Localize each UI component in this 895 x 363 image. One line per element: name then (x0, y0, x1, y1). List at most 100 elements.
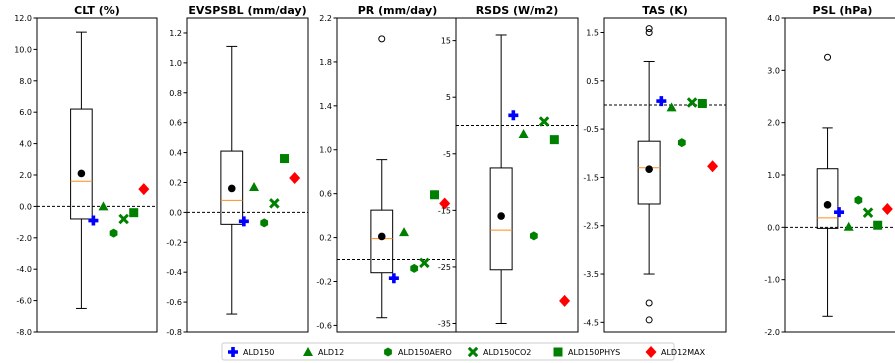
y-tick-label: -35 (438, 320, 451, 329)
point-ald150co2 (419, 257, 430, 269)
y-tick-label: 3.0 (767, 66, 780, 75)
y-tick-label: -2.0 (16, 234, 32, 243)
y-tick-label: -0.5 (583, 125, 599, 134)
point-ald150 (656, 96, 667, 107)
y-tick-label: -3.5 (583, 270, 599, 279)
outlier-point (645, 28, 653, 36)
plot-frame (603, 17, 727, 333)
triangle-marker-icon (303, 347, 313, 356)
y-tick-label: 0.6 (169, 119, 182, 128)
legend-item-ald12: ALD12 (303, 347, 344, 357)
y-tick-label: 0.5 (586, 77, 599, 86)
panel-pr-mm-day: PR (mm/day) -0.6 -0.2 0.2 0.6 1.0 1.4 1.8 2.2 (316, 4, 459, 333)
legend-item-ald12max: ALD12MAX (645, 346, 706, 358)
y-tick-label: -0.6 (166, 298, 182, 307)
chart-panels: CLT (%) -8.0 -6.0 -4.0 -2.0 0.0 2.0 4.0 6.0 8.0 10… (14, 4, 895, 337)
y-tick-label: 10.0 (14, 45, 32, 54)
y-tick-label: 1.2 (169, 29, 182, 38)
y-tick-label: -8.0 (16, 328, 32, 337)
point-ald150co2 (269, 198, 280, 209)
point-ald12max (289, 171, 301, 184)
legend-label: ALD150CO2 (483, 348, 531, 357)
point-ald12 (249, 181, 260, 191)
y-tick-label: 0.4 (169, 149, 182, 158)
point-ald150phys (697, 99, 707, 109)
point-ald150 (238, 216, 249, 227)
y-tick-label: -0.6 (316, 321, 332, 330)
legend-label: ALD150 (243, 348, 274, 357)
point-ald12 (666, 102, 677, 112)
legend-item-ald150aero: ALD150AERO (384, 347, 452, 357)
legend-label: ALD150PHYS (568, 348, 620, 357)
panel-evspsbl-mm-day: EVSPSBL (mm/day) -0.8 -0.6 -0.4 -0.2 0.0 0.2 0.… (166, 4, 309, 337)
plot-frame (36, 17, 158, 333)
point-ald150 (88, 215, 99, 226)
y-tick-label: 0.2 (319, 234, 332, 243)
y-tick-label: -0.2 (316, 277, 332, 286)
legend-label: ALD12MAX (661, 348, 706, 357)
panel-title: RSDS (W/m2) (476, 4, 559, 17)
point-ald150 (388, 273, 399, 284)
y-tick-label: 12.0 (14, 14, 32, 23)
point-ald150phys (129, 208, 139, 218)
y-tick-label: 0.0 (767, 223, 780, 232)
y-tick-label: -2.5 (583, 222, 599, 231)
y-tick-label: 2.0 (767, 119, 780, 128)
legend-item-ald150phys: ALD150PHYS (553, 347, 620, 357)
y-tick-label: 0.0 (169, 208, 182, 217)
y-tick-label: -4.5 (583, 318, 599, 327)
panel-title: EVSPSBL (mm/day) (188, 4, 306, 17)
point-ald12 (98, 201, 109, 211)
panel-title: PR (mm/day) (358, 4, 438, 17)
outlier-point (645, 299, 653, 307)
y-tick-label: 4.0 (19, 140, 32, 149)
panel-tas-k: TAS (K) -4.5 -3.5 -2.5 -1.5 -0.5 0.5 1.5 (583, 4, 727, 333)
y-tick-label: -0.8 (166, 328, 182, 337)
y-tick-label: -1.5 (583, 173, 599, 182)
hexagon-marker-icon (384, 347, 392, 357)
point-ald150phys (280, 154, 290, 164)
point-ald150aero (854, 195, 863, 205)
point-ald150aero (677, 138, 686, 148)
legend: ALD150 ALD12 ALD150AERO ALD150CO2 ALD150PHYS… (221, 342, 706, 361)
point-ald150 (508, 110, 519, 121)
plus-marker-icon (228, 347, 238, 358)
y-tick-label: 0.6 (319, 190, 332, 199)
y-tick-label: 1.4 (319, 102, 332, 111)
plot-frame (186, 17, 309, 333)
point-ald150co2 (118, 213, 129, 225)
point-ald12max (881, 203, 893, 216)
plot-frame (455, 17, 579, 333)
point-ald12 (399, 227, 410, 237)
iqr-box (70, 108, 93, 220)
plot-frame (336, 17, 459, 333)
y-tick-label: 1.5 (586, 28, 599, 37)
y-tick-label: 0.2 (169, 178, 182, 187)
panel-title: TAS (K) (642, 4, 688, 17)
mean-dot (823, 201, 832, 209)
legend-item-ald150co2: ALD150CO2 (467, 346, 531, 358)
y-tick-label: -0.2 (166, 238, 182, 247)
y-tick-label: -0.4 (166, 268, 182, 277)
point-ald150 (834, 207, 845, 218)
iqr-box (637, 140, 661, 205)
y-tick-label: 5 (446, 93, 451, 102)
y-tick-label: 15 (441, 37, 451, 46)
y-tick-label: -4.0 (16, 265, 32, 274)
outlier-point (824, 53, 832, 61)
mean-dot (497, 212, 505, 220)
panel-clt: CLT (%) -8.0 -6.0 -4.0 -2.0 0.0 2.0 4.0 6.0 8.0 10… (14, 4, 158, 337)
mean-dot (77, 169, 86, 178)
point-ald150co2 (862, 207, 874, 218)
y-tick-label: -15 (438, 206, 451, 215)
y-tick-label: 6.0 (19, 108, 32, 117)
point-ald150phys (430, 190, 440, 200)
y-tick-label: 1.8 (319, 58, 332, 67)
y-tick-label: -5 (443, 150, 451, 159)
panel-psl-hpa: PSL (hPa) -2.0 -1.0 0.0 1.0 2.0 3.0 4.0 (764, 4, 895, 337)
iqr-box (220, 150, 244, 225)
legend-label: ALD12 (318, 348, 344, 357)
x-marker-icon (467, 346, 479, 358)
point-ald12max (707, 160, 719, 173)
point-ald150aero (529, 231, 538, 241)
